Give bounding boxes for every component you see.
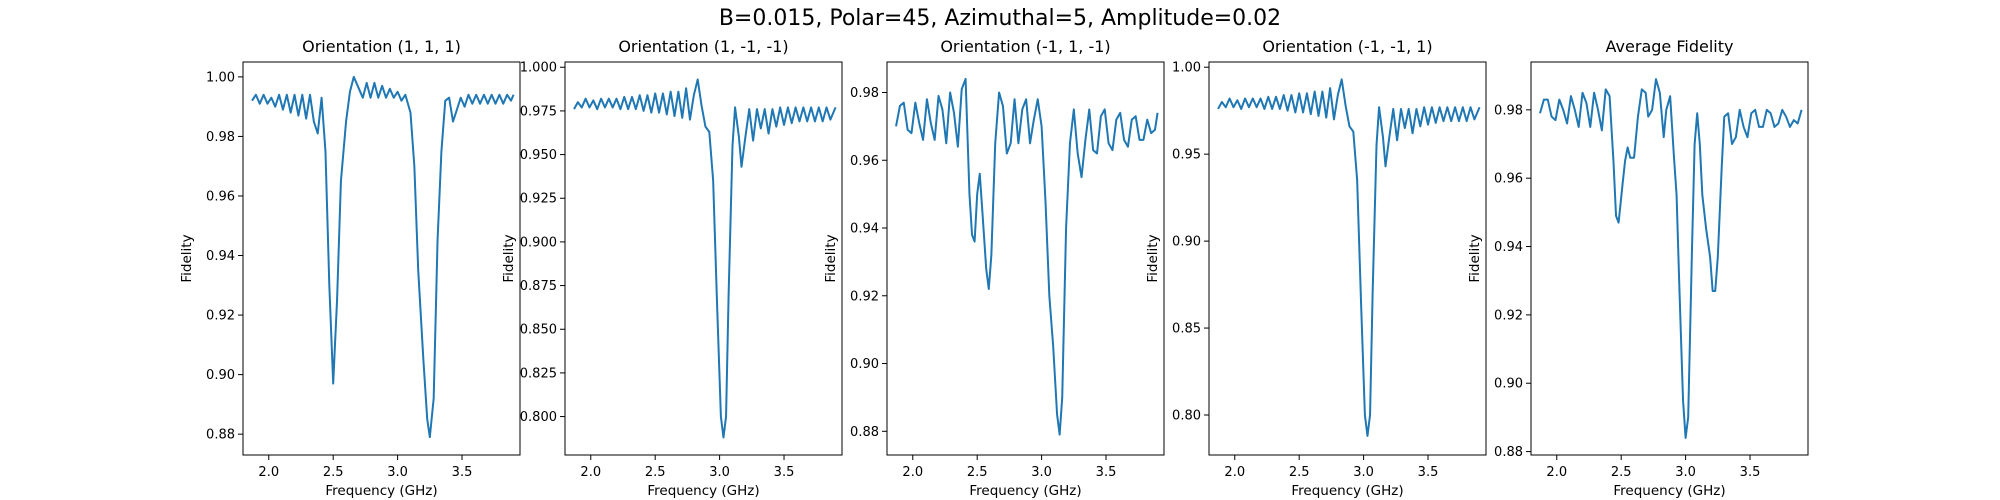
y-tick-label: 1.000 bbox=[520, 61, 557, 76]
x-tick-label: 2.0 bbox=[1546, 465, 1567, 480]
y-tick-label: 0.90 bbox=[850, 357, 879, 372]
series-line bbox=[895, 77, 1159, 436]
y-tick-label: 0.825 bbox=[520, 366, 557, 381]
chart-title: Orientation (1, 1, 1) bbox=[302, 37, 461, 56]
chart-panel-1: Orientation (1, 1, 1) 2.0 2.5 3.0 3.5 0.88 0.9… bbox=[179, 37, 521, 499]
y-axis-label: Fidelity bbox=[823, 234, 839, 282]
x-tick-label: 3.0 bbox=[1675, 465, 1696, 480]
x-tick-label: 3.5 bbox=[1740, 465, 1761, 480]
y-tick-label: 0.80 bbox=[1172, 409, 1201, 424]
x-tick-label: 2.5 bbox=[1289, 465, 1310, 480]
plot-frame bbox=[1208, 61, 1487, 456]
plot-frame bbox=[886, 61, 1165, 456]
x-tick-label: 3.0 bbox=[1353, 465, 1374, 480]
y-tick-label: 0.90 bbox=[206, 368, 235, 383]
series-line bbox=[1217, 78, 1481, 437]
y-tick-label: 0.98 bbox=[1494, 103, 1523, 118]
y-tick-label: 0.88 bbox=[1494, 445, 1523, 460]
x-tick-label: 2.5 bbox=[967, 465, 988, 480]
y-tick-label: 0.90 bbox=[1172, 235, 1201, 250]
y-tick-label: 0.94 bbox=[206, 249, 235, 264]
plot-frame bbox=[1530, 61, 1809, 456]
plot-frame bbox=[242, 61, 521, 456]
y-tick-label: 0.96 bbox=[206, 189, 235, 204]
x-tick-label: 2.0 bbox=[580, 465, 601, 480]
y-tick-label: 0.88 bbox=[206, 428, 235, 443]
y-tick-label: 0.98 bbox=[206, 130, 235, 145]
series-line bbox=[573, 78, 837, 439]
y-tick-label: 0.96 bbox=[850, 154, 879, 169]
x-tick-label: 3.5 bbox=[1418, 465, 1439, 480]
x-axis-label: Frequency (GHz) bbox=[325, 483, 437, 499]
x-tick-label: 2.0 bbox=[1224, 465, 1245, 480]
x-tick-label: 3.5 bbox=[452, 465, 473, 480]
y-tick-label: 0.94 bbox=[850, 222, 879, 237]
y-tick-label: 0.875 bbox=[520, 279, 557, 294]
chart-title: Average Fidelity bbox=[1606, 37, 1734, 56]
y-tick-label: 0.90 bbox=[1494, 377, 1523, 392]
chart-title: Orientation (-1, 1, -1) bbox=[940, 37, 1110, 56]
x-tick-label: 2.0 bbox=[902, 465, 923, 480]
y-axis-label: Fidelity bbox=[1145, 234, 1161, 282]
y-tick-label: 0.800 bbox=[520, 410, 557, 425]
y-tick-label: 0.85 bbox=[1172, 322, 1201, 337]
y-tick-label: 0.88 bbox=[850, 425, 879, 440]
y-tick-label: 0.925 bbox=[520, 192, 557, 207]
y-tick-label: 0.92 bbox=[850, 289, 879, 304]
x-axis-label: Frequency (GHz) bbox=[969, 483, 1081, 499]
y-axis-label: Fidelity bbox=[179, 234, 195, 282]
x-axis-label: Frequency (GHz) bbox=[1613, 483, 1725, 499]
y-axis-label: Fidelity bbox=[501, 234, 517, 282]
x-tick-label: 2.5 bbox=[645, 465, 666, 480]
y-tick-label: 0.98 bbox=[850, 86, 879, 101]
x-axis-label: Frequency (GHz) bbox=[647, 483, 759, 499]
x-tick-label: 3.5 bbox=[774, 465, 795, 480]
y-tick-label: 1.00 bbox=[206, 70, 235, 85]
x-tick-label: 3.0 bbox=[387, 465, 408, 480]
chart-panel-3: Orientation (-1, 1, -1) 2.0 2.5 3.0 3.5 0.88 0… bbox=[823, 37, 1165, 499]
chart-title: Orientation (-1, -1, 1) bbox=[1262, 37, 1432, 56]
y-tick-label: 0.95 bbox=[1172, 148, 1201, 163]
x-tick-label: 2.0 bbox=[258, 465, 279, 480]
x-tick-label: 3.0 bbox=[709, 465, 730, 480]
x-tick-label: 3.5 bbox=[1096, 465, 1117, 480]
y-tick-label: 0.92 bbox=[206, 309, 235, 324]
chart-panel-2: Orientation (1, -1, -1) 2.0 2.5 3.0 3.5 0.800… bbox=[501, 37, 843, 499]
y-tick-label: 1.00 bbox=[1172, 61, 1201, 76]
y-tick-label: 0.94 bbox=[1494, 240, 1523, 255]
x-tick-label: 2.5 bbox=[323, 465, 344, 480]
y-tick-label: 0.96 bbox=[1494, 172, 1523, 187]
x-tick-label: 3.0 bbox=[1031, 465, 1052, 480]
chart-panel-4: Orientation (-1, -1, 1) 2.0 2.5 3.0 3.5 0.80 0… bbox=[1145, 37, 1487, 499]
chart-title: Orientation (1, -1, -1) bbox=[618, 37, 788, 56]
y-tick-label: 0.950 bbox=[520, 148, 557, 163]
y-tick-label: 0.850 bbox=[520, 323, 557, 338]
series-line bbox=[251, 75, 515, 439]
y-axis-label: Fidelity bbox=[1467, 234, 1483, 282]
x-axis-label: Frequency (GHz) bbox=[1291, 483, 1403, 499]
figure-title: B=0.015, Polar=45, Azimuthal=5, Amplitud… bbox=[718, 6, 1282, 31]
plot-frame bbox=[564, 61, 843, 456]
y-tick-label: 0.975 bbox=[520, 104, 557, 119]
chart-panel-5: Average Fidelity 2.0 2.5 3.0 3.5 0.88 0.90 0.92… bbox=[1467, 37, 1809, 499]
x-tick-label: 2.5 bbox=[1611, 465, 1632, 480]
series-line bbox=[1539, 78, 1803, 439]
y-tick-label: 0.92 bbox=[1494, 308, 1523, 323]
y-tick-label: 0.900 bbox=[520, 235, 557, 250]
